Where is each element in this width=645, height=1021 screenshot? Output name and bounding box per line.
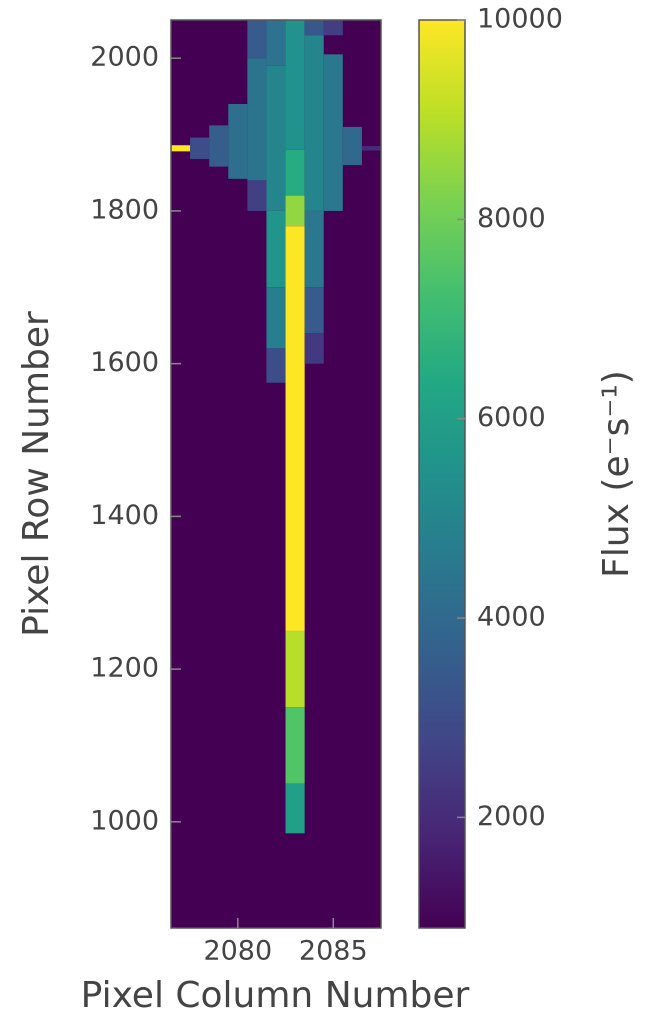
- heatmap-cell: [247, 58, 266, 180]
- x-tick-label: 2080: [203, 936, 272, 967]
- heatmap-cell: [171, 145, 190, 151]
- colorbar-tick-label: 10000: [477, 4, 563, 35]
- y-axis-label: Pixel Row Number: [16, 311, 57, 637]
- heatmap-cell: [324, 54, 343, 211]
- y-tick-label: 2000: [90, 42, 159, 73]
- colorbar-label: Flux (e⁻s⁻¹): [596, 370, 637, 578]
- x-axis-label: Pixel Column Number: [81, 975, 470, 1016]
- colorbar-tick-label: 4000: [477, 602, 546, 633]
- y-tick-label: 1800: [90, 194, 159, 225]
- heatmap-cell: [209, 125, 228, 166]
- heatmap-cell: [266, 20, 285, 66]
- colorbar-tick-label: 2000: [477, 801, 546, 832]
- heatmap-cell: [305, 287, 324, 333]
- y-tick-label: 1200: [90, 653, 159, 684]
- heatmap-cell: [305, 20, 324, 35]
- heatmap-cell: [305, 211, 324, 287]
- heatmap-cell: [324, 20, 343, 35]
- y-tick-label: 1400: [90, 500, 159, 531]
- heatmap-cell: [228, 104, 247, 179]
- heatmap-cell: [286, 150, 305, 196]
- heatmap-cell: [190, 138, 209, 159]
- colorbar-tick-label: 8000: [477, 203, 546, 234]
- chart: Pixel Column Number Pixel Row Number Flu…: [0, 0, 645, 1017]
- heatmap-cell: [247, 20, 266, 58]
- x-tick-label: 2085: [299, 936, 368, 967]
- y-tick-label: 1000: [90, 805, 159, 836]
- heatmap-cell: [286, 226, 305, 631]
- heatmap-cell: [286, 20, 305, 150]
- heatmap-cell: [343, 127, 362, 165]
- colorbar: [419, 20, 465, 928]
- heatmap-cell: [305, 333, 324, 364]
- y-tick-label: 1600: [90, 347, 159, 378]
- heatmap-cell: [362, 146, 381, 151]
- heatmap-cell: [286, 784, 305, 834]
- heatmap-cell: [266, 348, 285, 382]
- heatmap-cell: [286, 631, 305, 707]
- heatmap-cell: [286, 707, 305, 783]
- heatmap-cell: [266, 66, 285, 211]
- heatmap-cell: [266, 211, 285, 287]
- heatmap-cell: [266, 287, 285, 348]
- heatmap-cell: [305, 35, 324, 211]
- colorbar-tick-label: 6000: [477, 402, 546, 433]
- heatmap-cell: [247, 180, 266, 211]
- heatmap-cell: [286, 196, 305, 227]
